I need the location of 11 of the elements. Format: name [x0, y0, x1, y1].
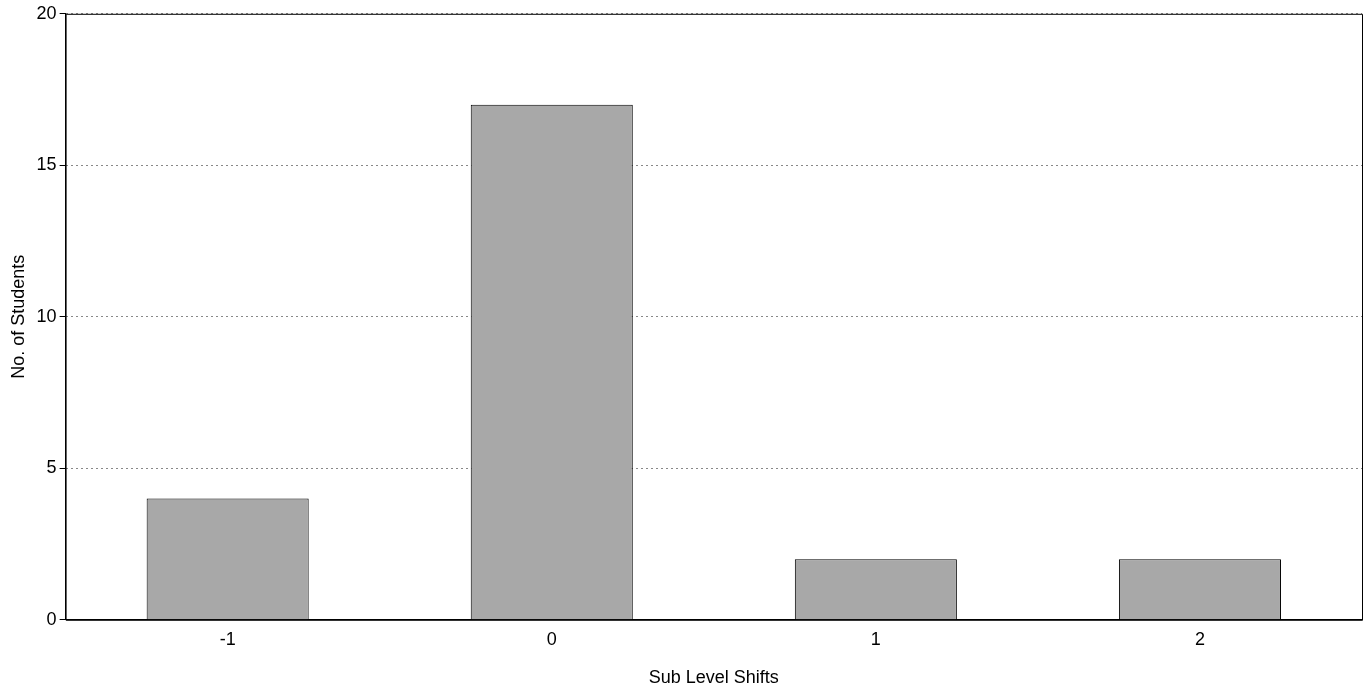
- y-tick-label: 15: [36, 154, 57, 175]
- x-axis-title: Sub Level Shifts: [648, 667, 779, 688]
- y-tick-label: 10: [36, 305, 57, 326]
- y-axis-title: No. of Students: [7, 254, 28, 379]
- x-tick-label: 0: [546, 628, 557, 649]
- x-tick-label: -1: [219, 628, 236, 649]
- y-tick-label: 5: [46, 457, 57, 478]
- x-tick-label: 2: [1194, 628, 1205, 649]
- y-tick-label: 0: [46, 608, 57, 629]
- x-tick-label: 1: [870, 628, 881, 649]
- y-tick-label: 20: [36, 2, 57, 23]
